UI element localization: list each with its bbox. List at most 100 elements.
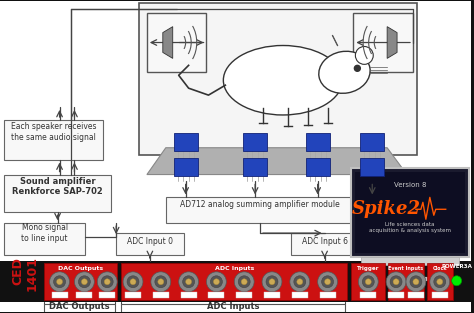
Circle shape (290, 272, 310, 292)
Circle shape (130, 279, 136, 285)
Circle shape (241, 279, 247, 285)
Bar (236, 292, 252, 298)
Circle shape (50, 272, 70, 292)
Polygon shape (163, 27, 173, 59)
Circle shape (365, 279, 371, 285)
Bar (4, 223, 85, 255)
Circle shape (74, 272, 94, 292)
Bar (121, 304, 346, 311)
Circle shape (54, 276, 65, 288)
Circle shape (358, 272, 378, 292)
Circle shape (101, 276, 113, 288)
Text: Spike2: Spike2 (352, 200, 420, 218)
Text: DAC Outputs: DAC Outputs (58, 266, 103, 271)
Circle shape (262, 272, 282, 292)
Circle shape (127, 276, 139, 288)
Bar (4, 175, 111, 212)
Circle shape (362, 276, 374, 288)
Circle shape (182, 276, 194, 288)
Circle shape (238, 276, 250, 288)
Circle shape (437, 279, 443, 285)
Ellipse shape (356, 47, 373, 64)
Circle shape (210, 276, 222, 288)
Text: Each speaker receives
the same audio signal: Each speaker receives the same audio sig… (11, 122, 96, 141)
Bar (319, 292, 336, 298)
Bar (153, 292, 169, 298)
Bar (360, 292, 376, 298)
Ellipse shape (223, 45, 343, 115)
Circle shape (393, 279, 399, 285)
Circle shape (82, 279, 87, 285)
Bar (0, 261, 471, 302)
Circle shape (123, 272, 143, 292)
Bar (173, 133, 198, 151)
Ellipse shape (319, 51, 370, 93)
Polygon shape (147, 148, 407, 175)
Bar (264, 292, 280, 298)
Bar (360, 158, 384, 176)
Text: ADC Inputs: ADC Inputs (207, 302, 260, 311)
Circle shape (390, 276, 402, 288)
Bar (306, 133, 329, 151)
Text: Version 8: Version 8 (394, 182, 426, 188)
Bar (209, 292, 224, 298)
Circle shape (318, 272, 337, 292)
Bar (116, 233, 183, 255)
Circle shape (186, 279, 191, 285)
Bar (243, 158, 267, 176)
Bar (121, 263, 347, 300)
Text: Sound amplifier
Renkforce SAP-702: Sound amplifier Renkforce SAP-702 (12, 177, 103, 196)
Bar (354, 13, 413, 72)
Circle shape (104, 279, 110, 285)
Bar (388, 263, 424, 300)
Circle shape (430, 272, 450, 292)
Bar (44, 304, 115, 311)
Bar (351, 167, 468, 257)
Text: ADC Input 0: ADC Input 0 (127, 237, 173, 246)
Circle shape (406, 272, 426, 292)
Circle shape (56, 279, 63, 285)
Circle shape (213, 279, 219, 285)
Bar (44, 263, 117, 300)
Bar (408, 292, 424, 298)
Bar (125, 292, 141, 298)
Text: DAC Outputs: DAC Outputs (49, 302, 109, 311)
Circle shape (151, 272, 171, 292)
Circle shape (269, 279, 275, 285)
Polygon shape (387, 27, 397, 59)
Circle shape (294, 276, 306, 288)
Bar (361, 257, 459, 265)
Circle shape (266, 276, 278, 288)
Text: POWER3A: POWER3A (441, 264, 472, 269)
Text: ADC Inputs: ADC Inputs (215, 266, 254, 271)
Circle shape (386, 272, 406, 292)
Circle shape (297, 279, 303, 285)
Bar (76, 292, 92, 298)
Text: 1401: 1401 (25, 256, 38, 291)
Bar (181, 292, 197, 298)
Bar (306, 158, 329, 176)
Circle shape (155, 276, 167, 288)
Text: AD712 analog summing amplifier module: AD712 analog summing amplifier module (180, 200, 340, 209)
Bar (147, 13, 207, 72)
Text: Event Inputs: Event Inputs (388, 266, 424, 271)
Text: Mono signal
to line input: Mono signal to line input (21, 223, 68, 243)
Text: Clock: Clock (432, 266, 447, 271)
Circle shape (452, 276, 462, 286)
Circle shape (413, 279, 419, 285)
Bar (52, 292, 67, 298)
Circle shape (78, 276, 91, 288)
Circle shape (322, 276, 334, 288)
Circle shape (158, 279, 164, 285)
Bar (388, 292, 404, 298)
Circle shape (410, 276, 422, 288)
Bar (351, 263, 385, 300)
Circle shape (97, 272, 117, 292)
Text: Trigger: Trigger (357, 266, 380, 271)
Bar (432, 292, 448, 298)
Bar (243, 133, 267, 151)
Bar (291, 233, 358, 255)
Bar (4, 120, 103, 160)
Text: Life sciences data
acquisition & analysis system: Life sciences data acquisition & analysi… (369, 222, 451, 233)
Circle shape (179, 272, 199, 292)
